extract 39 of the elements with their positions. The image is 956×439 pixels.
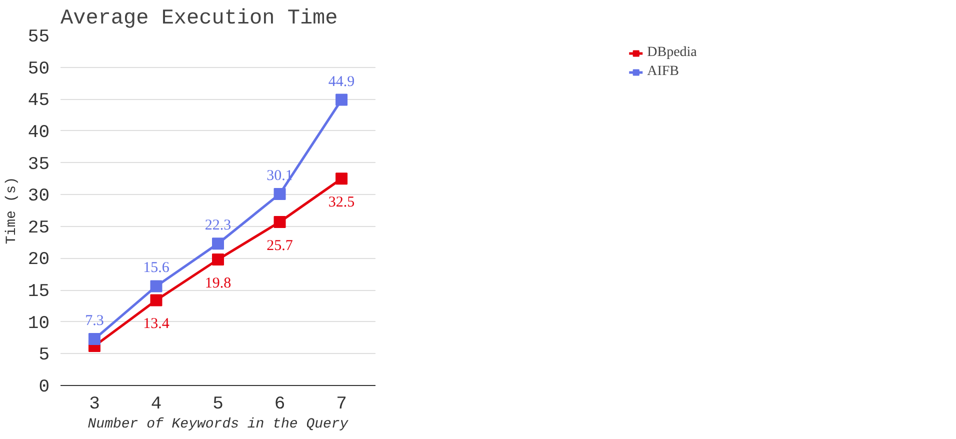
data-label: 22.3 <box>204 218 232 234</box>
y-axis-title: Time (s) <box>4 176 20 244</box>
point <box>336 94 348 106</box>
data-label: 25.7 <box>266 238 294 254</box>
point <box>274 216 286 228</box>
point <box>150 280 162 292</box>
data-label: 15.6 <box>143 260 170 276</box>
y-tick-label: 15 <box>28 282 50 302</box>
y-tick-label: 35 <box>28 154 50 175</box>
data-label: 44.9 <box>328 74 355 90</box>
point <box>212 238 224 250</box>
data-label: 32.5 <box>328 194 355 211</box>
x-tick-label: 5 <box>212 394 224 414</box>
point <box>212 254 224 266</box>
x-tick-label: 6 <box>274 394 286 414</box>
y-tick-label: 50 <box>28 59 50 80</box>
x-tick-label: 3 <box>89 394 100 414</box>
y-tick-label: 45 <box>28 91 50 112</box>
x-tick-label: 4 <box>150 394 162 414</box>
point <box>336 172 348 185</box>
y-tick-label: 0 <box>38 378 50 398</box>
data-label: 13.4 <box>143 316 170 332</box>
point <box>274 188 286 200</box>
y-tick-label: 40 <box>28 122 50 143</box>
y-tick-label: 20 <box>28 250 50 270</box>
point <box>150 294 162 306</box>
y-tick-label: 5 <box>38 346 50 366</box>
point <box>88 333 100 346</box>
legend-label: AIFB <box>647 64 680 80</box>
y-tick-label: 10 <box>28 314 50 334</box>
y-tick-label: 25 <box>28 218 50 238</box>
data-label: 19.8 <box>204 276 232 292</box>
data-label: 7.3 <box>85 313 104 330</box>
y-tick-label: 55 <box>28 28 50 48</box>
x-axis-title: Number of Keywords in the Query <box>88 416 349 432</box>
x-tick-label: 7 <box>336 394 347 414</box>
y-tick-label: 30 <box>28 186 50 207</box>
chart-title: Average Execution Time <box>60 8 338 30</box>
legend-label: DBpedia <box>647 45 697 61</box>
